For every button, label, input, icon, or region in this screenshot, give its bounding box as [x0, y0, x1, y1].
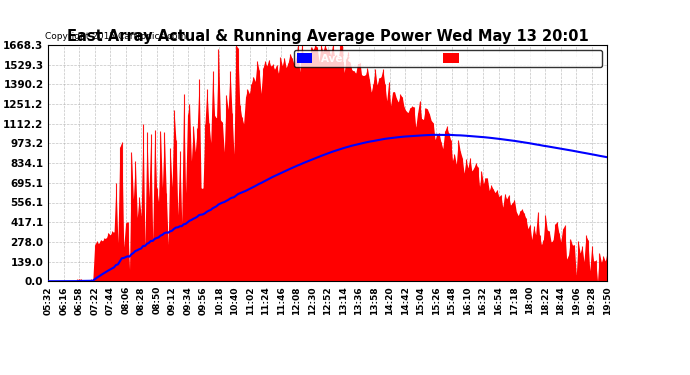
Legend: Average  (DC Watts), East Array  (DC Watts): Average (DC Watts), East Array (DC Watts… — [293, 50, 602, 67]
Title: East Array Actual & Running Average Power Wed May 13 20:01: East Array Actual & Running Average Powe… — [67, 29, 589, 44]
Text: Copyright 2015 Cartronics.com: Copyright 2015 Cartronics.com — [45, 32, 186, 41]
